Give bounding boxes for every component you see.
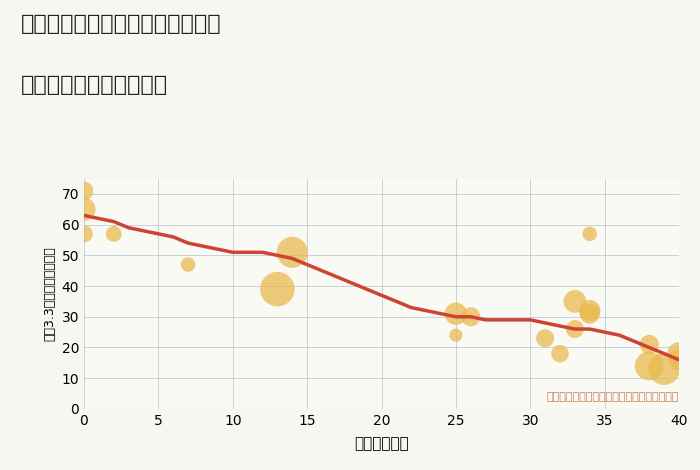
Text: 築年数別中古戸建て価格: 築年数別中古戸建て価格 — [21, 75, 168, 95]
Point — [78, 187, 90, 195]
Point — [540, 335, 551, 342]
Point — [584, 230, 595, 238]
Point — [108, 230, 119, 238]
Text: 奈良県生駒郡三郷町東信貴ヶ丘の: 奈良県生駒郡三郷町東信貴ヶ丘の — [21, 14, 222, 34]
Point — [450, 310, 461, 317]
Point — [644, 362, 655, 370]
Point — [272, 285, 283, 293]
Text: 円の大きさは、取引のあった物件面積を示す: 円の大きさは、取引のあった物件面積を示す — [547, 392, 679, 402]
Point — [673, 350, 685, 357]
X-axis label: 築年数（年）: 築年数（年） — [354, 436, 409, 451]
Point — [569, 298, 580, 305]
Y-axis label: 坪（3.3㎡）単価（万円）: 坪（3.3㎡）単価（万円） — [43, 246, 56, 341]
Point — [584, 307, 595, 314]
Point — [644, 341, 655, 348]
Point — [183, 261, 194, 268]
Point — [450, 331, 461, 339]
Point — [465, 313, 476, 321]
Point — [569, 325, 580, 333]
Point — [554, 350, 566, 357]
Point — [78, 205, 90, 213]
Point — [584, 310, 595, 317]
Point — [659, 365, 670, 373]
Point — [673, 356, 685, 363]
Point — [287, 249, 298, 256]
Point — [78, 230, 90, 238]
